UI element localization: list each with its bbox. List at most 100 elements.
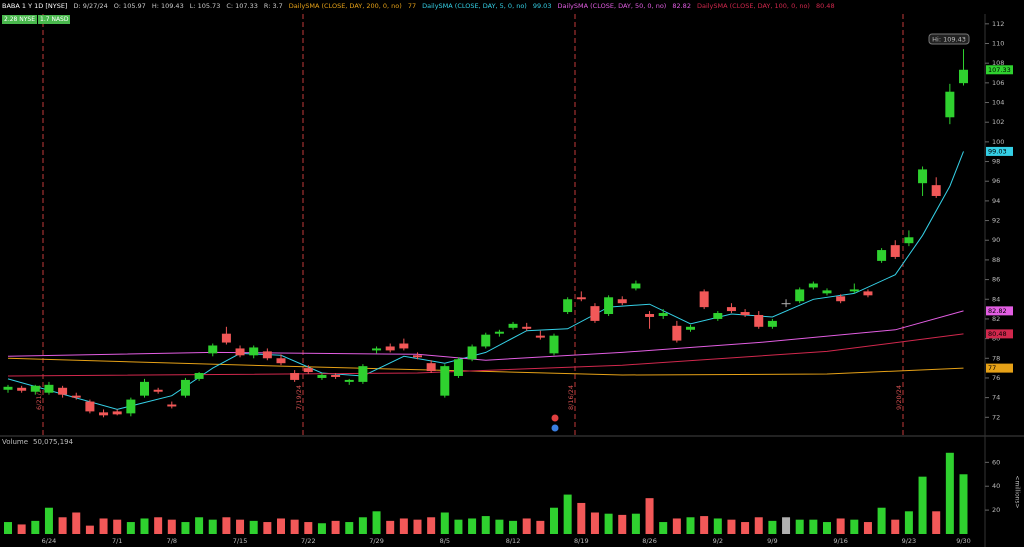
- volume-total: 50,075,194: [33, 438, 74, 446]
- candle-body: [112, 411, 122, 415]
- candle-body: [331, 374, 341, 377]
- x-tick-label: 8/19: [574, 537, 589, 545]
- y-tick-label: 76: [992, 374, 1000, 382]
- volume-bar: [427, 517, 436, 534]
- volume-bar: [454, 519, 463, 534]
- candle-body: [904, 237, 914, 244]
- candle-body: [208, 345, 218, 354]
- candle-body: [262, 351, 272, 359]
- volume-bar: [618, 514, 627, 534]
- volume-bar: [126, 522, 135, 534]
- candle-body: [781, 303, 791, 305]
- volume-bar: [509, 520, 518, 534]
- volume-bar: [4, 522, 12, 534]
- candle-body: [631, 283, 641, 289]
- price-flag: [986, 363, 1013, 373]
- candle-body: [3, 386, 13, 390]
- candle-body: [863, 291, 873, 296]
- study-name: DailySMA (CLOSE, DAY, 100, 0, no): [696, 2, 810, 10]
- candle-body: [931, 185, 941, 196]
- volume-bar: [58, 517, 67, 534]
- candle-body: [358, 366, 368, 382]
- x-tick-label: 9/23: [902, 537, 917, 545]
- candle-body: [754, 314, 764, 327]
- sma-line: [7, 310, 964, 361]
- y-tick-label: 102: [992, 118, 1004, 126]
- candle-body: [563, 299, 573, 313]
- candle-body: [17, 387, 27, 391]
- volume-bar: [604, 513, 613, 534]
- y-tick-label: 94: [992, 197, 1000, 205]
- candle-body: [180, 379, 190, 396]
- candle-body: [726, 307, 736, 312]
- volume-bar: [959, 474, 968, 534]
- volume-bar: [317, 523, 326, 534]
- volume-bar: [99, 518, 108, 534]
- volume-unit: <millions>: [1014, 475, 1021, 508]
- volume-bar: [809, 519, 818, 534]
- candle-body: [426, 363, 436, 372]
- candle-body: [126, 399, 136, 414]
- candle-body: [767, 320, 777, 327]
- candle-body: [822, 290, 832, 294]
- volume-bar: [863, 522, 872, 534]
- candle-body: [494, 331, 504, 334]
- candle-body: [877, 250, 887, 261]
- candle-body: [317, 374, 327, 378]
- candle-body: [849, 289, 859, 292]
- event-label: 8/16/24: [567, 385, 575, 410]
- volume-bar: [17, 524, 26, 534]
- volume-bar: [850, 519, 859, 534]
- volume-bar: [918, 476, 927, 534]
- y-tick-label: 82: [992, 315, 1000, 323]
- candle-body: [658, 313, 668, 316]
- candle-body: [399, 343, 409, 349]
- candle-body: [645, 314, 655, 317]
- y-tick-label: 112: [992, 20, 1004, 28]
- price-flag: [986, 146, 1013, 156]
- x-tick-label: 9/2: [713, 537, 723, 545]
- volume-bar: [277, 518, 285, 534]
- y-tick-label: 100: [992, 138, 1004, 146]
- candle-body: [481, 334, 491, 347]
- volume-bar: [727, 519, 736, 534]
- volume-bar: [877, 507, 886, 534]
- x-tick-label: 7/15: [233, 537, 248, 545]
- candle-body: [453, 359, 463, 376]
- x-tick-label: 8/5: [440, 537, 450, 545]
- x-tick-label: 9/16: [833, 537, 848, 545]
- volume-bar: [945, 452, 954, 534]
- y-tick-label: 78: [992, 354, 1000, 362]
- x-tick-label: 9/30: [956, 537, 971, 545]
- volume-bar: [481, 516, 490, 534]
- price-flag-label: 82.82: [988, 307, 1007, 315]
- candle-body: [30, 385, 40, 392]
- candle-body: [344, 379, 354, 382]
- x-tick-label: 7/22: [301, 537, 316, 545]
- event-icon: [551, 414, 559, 422]
- study-value: 82.82: [672, 2, 691, 10]
- candle-body: [959, 69, 968, 84]
- candle-body: [808, 283, 818, 288]
- sma-line: [7, 151, 964, 410]
- event-icon: [551, 424, 559, 432]
- y-tick-label: 108: [992, 59, 1004, 67]
- symbol: BABA 1 Y 1D [NYSE]: [2, 2, 68, 10]
- y-tick-label: 88: [992, 256, 1000, 264]
- volume-bar: [181, 522, 190, 534]
- event-label: 9/20/24: [895, 385, 903, 410]
- badge: 1.7 NASD: [38, 15, 71, 24]
- candle-body: [522, 326, 532, 329]
- y-tick-label: 86: [992, 276, 1000, 284]
- candle-body: [686, 326, 695, 330]
- header-field: R: 3.7: [263, 2, 283, 10]
- volume-bar: [399, 518, 408, 534]
- volume-bar: [154, 517, 163, 534]
- volume-bar: [577, 502, 586, 534]
- volume-bar: [495, 519, 504, 534]
- candle-body: [440, 366, 450, 396]
- volume-y-tick-label: 20: [992, 506, 1000, 514]
- volume-bar: [468, 518, 477, 534]
- y-tick-label: 96: [992, 177, 1000, 185]
